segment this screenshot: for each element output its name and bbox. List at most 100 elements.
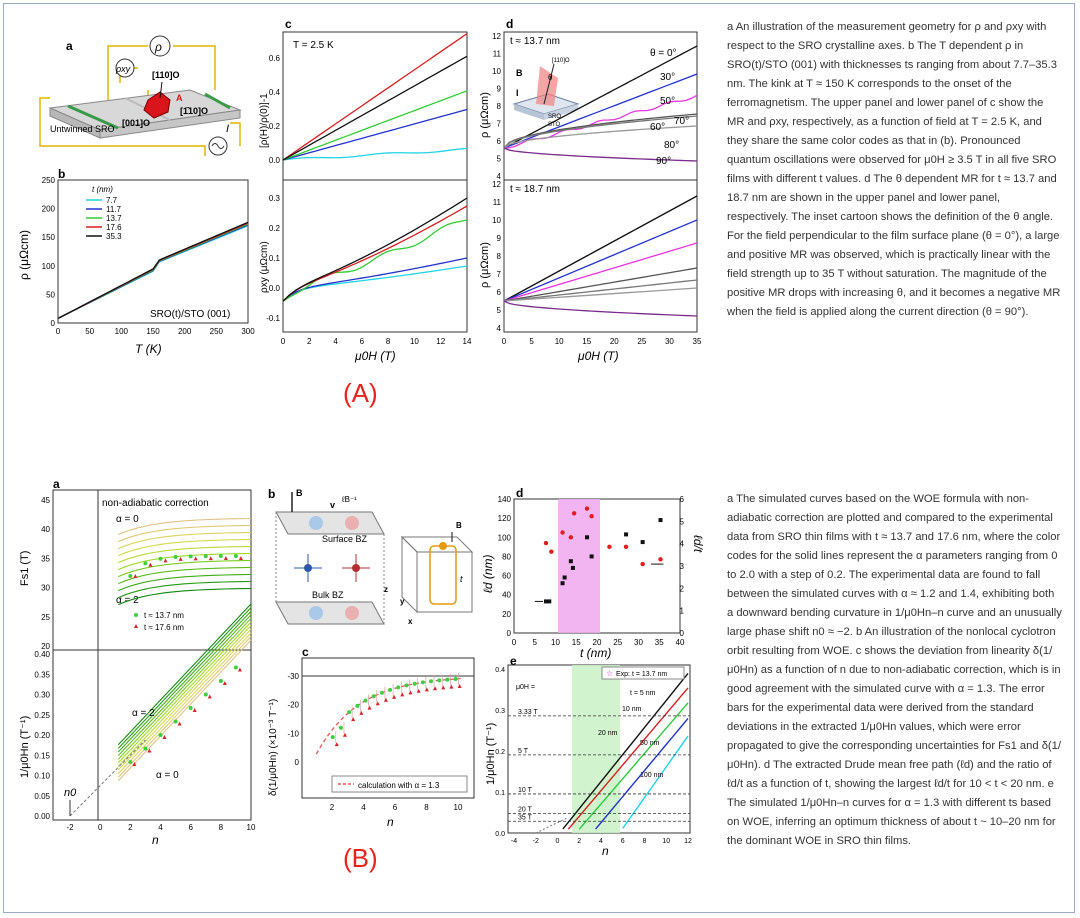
bd-ld-pt-2 [560,581,565,586]
ba-top-pt-r-3 [148,562,153,567]
ba-top-pt-r-5 [178,556,183,561]
bc-pt-r [392,694,397,699]
bd-xtick-2: 10 [551,638,560,647]
bd-ytick-l-0: 0 [507,629,512,638]
be-xtick-0: -4 [511,838,517,845]
bc-pt-r [424,687,429,692]
panel-bc-label: c [302,645,309,659]
ad-ytick-bot-5: 9 [497,234,502,243]
ba-bot-curve-1 [117,636,252,778]
ad-xtick-0: 0 [502,337,507,346]
ba-xtick-5: 8 [219,823,224,832]
be-xtick-8: 12 [684,838,692,845]
bb-bulk: Bulk BZ [312,590,344,600]
ba-bot-curve-5 [117,621,252,764]
bc-xtick-2: 6 [393,803,398,812]
ac-ytick-top-1: 0.2 [269,122,281,131]
bc-pt-r [334,742,339,747]
bd-ld-pt-3 [562,575,567,580]
ac-ytick-top-3: 0.6 [269,54,281,63]
bd-ylabel-right: ℓd/t [691,535,705,553]
be-ytick-3: 0.3 [495,708,505,715]
ba-bot-pt-r-5 [177,721,182,726]
ab-legend: 7.711.713.717.635.3 [86,196,122,241]
be-legend: ☆ Exp: t = 13.7 nm [601,666,685,680]
bc-xtick-0: 2 [330,803,335,812]
ad-top-series-4 [503,115,698,149]
ac-xlabel: μ0H (T) [354,349,396,363]
current-label: I [226,123,229,135]
ad-bot-series-4 [503,279,698,302]
ab-ytick-2: 100 [42,262,56,271]
bd-ratio-pt-10 [658,557,663,562]
be-thick-0: t = 5 nm [630,690,656,697]
be-xlabel: n [602,844,609,858]
ad-ytick-bot-2: 6 [497,288,502,297]
be-ytick-0: 0.0 [495,831,505,838]
panel-be-label: e [510,655,517,668]
bd-ld-pt-0 [543,599,548,604]
bb-t: t [460,574,463,584]
bc-pt-r [416,688,421,693]
bc-pt-g [388,687,393,692]
bc-ytick-2: -20 [287,701,299,710]
ab-legend-title: t (nm) [92,185,113,194]
ba-bot-curve-0 [117,639,252,782]
bd-ld-pt-1 [547,599,552,604]
be-thickness-curve-1 [567,687,689,830]
ad-bot-series-1 [503,219,698,302]
ba-xtick-4: 6 [188,823,193,832]
fig-a-geometry: a ρ ρxy [110]O [1̄10]O [001]O A Untwinne… [39,35,242,156]
panel-a-label: a [66,39,73,53]
ad-ytick-top-7: 11 [493,50,502,59]
ad-ytick-top-6: 10 [492,67,501,76]
ac-xtick-6: 12 [436,337,445,346]
bd-ytick-r-4: 4 [680,540,685,549]
dir-110: [110]O [152,70,180,80]
ad-angle-3: 60° [650,122,665,133]
ba-ytick-bot-7: 0.35 [34,670,50,679]
ad-bot-series-5 [503,287,698,302]
rhoxy-meter [115,58,135,78]
ad-inset: B I θ [110]O SRO STO [512,58,580,128]
ab-ytick-1: 50 [46,290,55,299]
ad-ytick-bot-4: 8 [497,252,502,261]
ad-xtick-4: 20 [610,337,619,346]
ba-alpha0b: α = 0 [156,770,179,781]
bc-pt-g [420,680,425,685]
ba-bot-curve-6 [117,618,252,760]
ab-xtick-2: 100 [115,327,129,336]
ad-top-series-1 [503,73,698,149]
ba-top-pt-r-8 [223,556,228,561]
be-ylabel: 1/μ0Hn (T⁻¹) [485,723,497,785]
ba-ytick-top-1: 25 [41,613,50,622]
bc-ylabel: δ(1/μ0Hn) (×10⁻³ T⁻¹) [268,699,279,796]
ab-legend-0: 7.7 [106,196,118,205]
bd-ytick-l-3: 60 [502,572,511,581]
be-thickness-curve-0 [562,672,689,830]
ba-top-curve-2 [118,531,252,550]
bd-ytick-r-3: 3 [680,562,685,571]
bc-ytick-1: -10 [287,729,299,738]
bd-ratio-pt-4 [571,511,577,516]
bb-lB: ℓB⁻¹ [341,495,357,504]
panel-d-label: d [506,18,513,31]
ab-xtick-1: 50 [85,327,94,336]
bc-pt-g [445,677,450,682]
bd-ld-pt-7 [589,554,594,559]
ba-ytick-bot-1: 0.05 [34,792,50,801]
bd-ratio-pt-8 [623,544,629,550]
bd-ratio-pt-0 [543,540,549,546]
wire-current [39,97,241,156]
fig-a-c-chart: c T = 2.5 K 0.0 0.2 0.4 0.6 -0.1 0.0 0.1 0.2 0.3… [259,18,472,363]
ac-ytick-bot-1: 0.0 [269,284,281,293]
ac-xtick-7: 14 [463,337,472,346]
ba-xtick-6: 10 [247,823,256,832]
ba-top-pt-r-4 [163,558,168,563]
bc-pt-r [351,717,356,722]
bb-v: v [330,500,335,510]
ba-n0: n0 [64,787,77,799]
bd-ylabel-left: ℓd (nm) [481,554,495,593]
ad-ytick-top-1: 5 [497,155,502,164]
bc-legend-text: calculation with α = 1.3 [358,781,440,790]
